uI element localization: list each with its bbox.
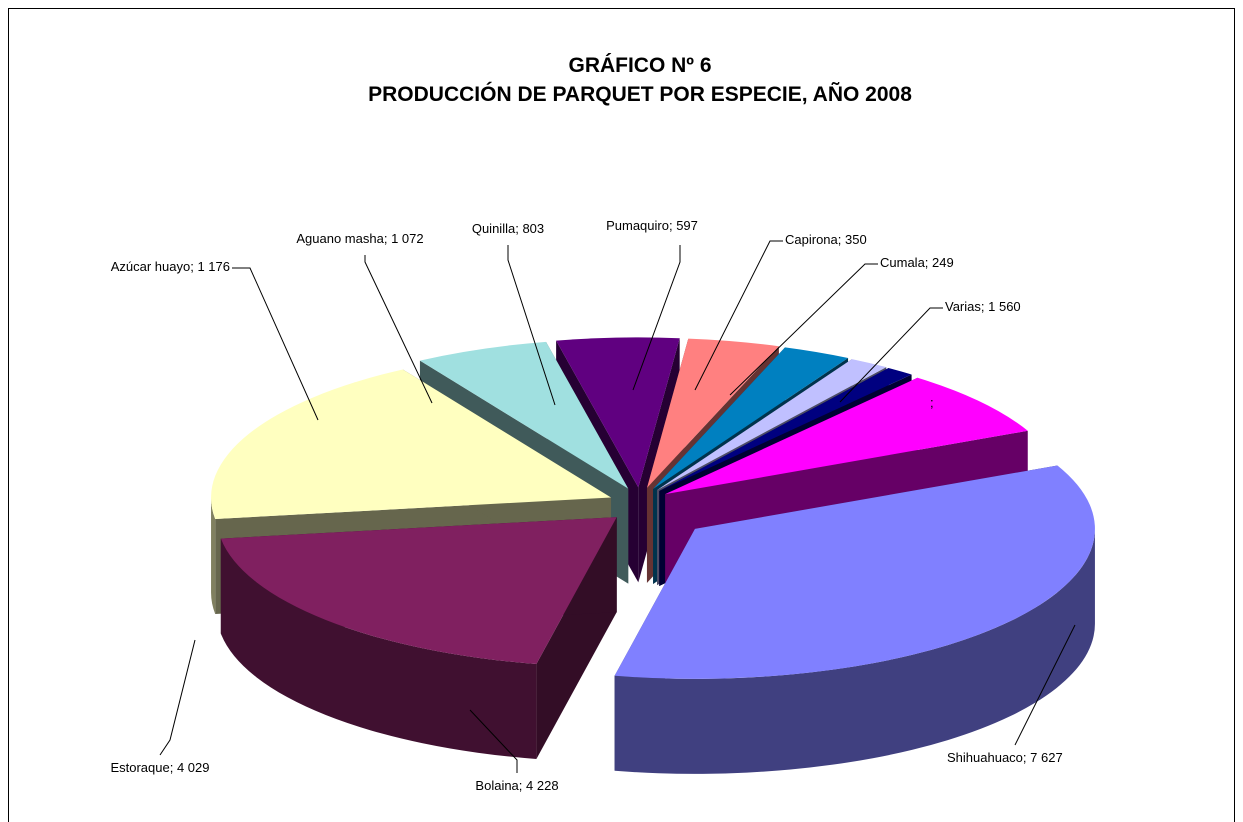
slice-top	[419, 341, 629, 489]
label-category: Cumala	[880, 255, 926, 270]
slice-top	[211, 369, 612, 520]
label-value: 4 029	[177, 760, 210, 775]
label-value: 7 627	[1030, 750, 1063, 765]
label-category: Azúcar huayo	[111, 259, 191, 274]
leader-line	[232, 267, 319, 421]
data-label: Pumaquiro; 597	[606, 218, 698, 233]
leader-line	[839, 307, 943, 403]
leader-line	[632, 245, 681, 391]
label-category: Bolaina	[475, 778, 519, 793]
label-value: 1 560	[988, 299, 1021, 314]
label-category: Shihuahuaco	[947, 750, 1023, 765]
leader-line	[469, 709, 518, 773]
slice	[220, 517, 617, 760]
data-label: Capirona; 350	[785, 232, 867, 247]
label-separator: ;	[384, 231, 391, 246]
data-label: Aguano masha; 1 072	[296, 231, 423, 246]
slice-top	[220, 517, 617, 665]
label-separator: ;	[930, 395, 934, 410]
data-label: ;	[930, 395, 934, 410]
label-category: Quinilla	[472, 221, 516, 236]
label-value: 249	[932, 255, 954, 270]
label-value: 1 072	[391, 231, 424, 246]
slice-top	[556, 337, 680, 488]
label-value: 4 228	[526, 778, 559, 793]
label-separator: ;	[190, 259, 197, 274]
label-value: 803	[522, 221, 544, 236]
label-category: Aguano masha	[296, 231, 384, 246]
label-separator: ;	[981, 299, 988, 314]
slice	[614, 465, 1095, 774]
data-label: Quinilla; 803	[472, 221, 544, 236]
label-separator: ;	[838, 232, 845, 247]
data-label: Cumala; 249	[880, 255, 954, 270]
label-category: Varias	[945, 299, 981, 314]
data-label: Bolaina; 4 228	[475, 778, 558, 793]
slice-top	[653, 347, 849, 489]
label-separator: ;	[515, 221, 522, 236]
slice-outer-wall	[211, 497, 216, 615]
slice-top	[614, 465, 1095, 679]
leader-line	[694, 240, 783, 391]
data-label: Shihuahuaco; 7 627	[947, 750, 1063, 765]
data-label: Azúcar huayo; 1 176	[111, 259, 230, 274]
slice-top	[659, 368, 912, 491]
leader-line	[364, 255, 433, 404]
leader-line	[507, 245, 556, 406]
label-category: Capirona	[785, 232, 839, 247]
chart-title: GRÁFICO Nº 6	[568, 54, 711, 77]
label-value: 350	[845, 232, 867, 247]
label-separator: ;	[925, 255, 932, 270]
data-label: Varias; 1 560	[945, 299, 1021, 314]
label-category: Estoraque	[110, 760, 169, 775]
slice-top	[665, 377, 1028, 495]
slice-outer-wall	[220, 538, 537, 760]
slice-top	[646, 338, 779, 488]
label-separator: ;	[519, 778, 526, 793]
label-separator: ;	[669, 218, 676, 233]
data-label: Estoraque; 4 029	[110, 760, 209, 775]
label-value: 1 176	[197, 259, 230, 274]
slice-outer-wall	[614, 528, 1095, 774]
label-category: Pumaquiro	[606, 218, 669, 233]
label-value: 597	[676, 218, 698, 233]
slice-top	[656, 359, 887, 491]
chart-subtitle: PRODUCCIÓN DE PARQUET POR ESPECIE, AÑO 2…	[368, 82, 912, 106]
leader-line	[729, 263, 878, 396]
label-separator: ;	[170, 760, 177, 775]
label-separator: ;	[1023, 750, 1030, 765]
leader-line	[1014, 624, 1076, 746]
leader-line	[159, 639, 196, 756]
